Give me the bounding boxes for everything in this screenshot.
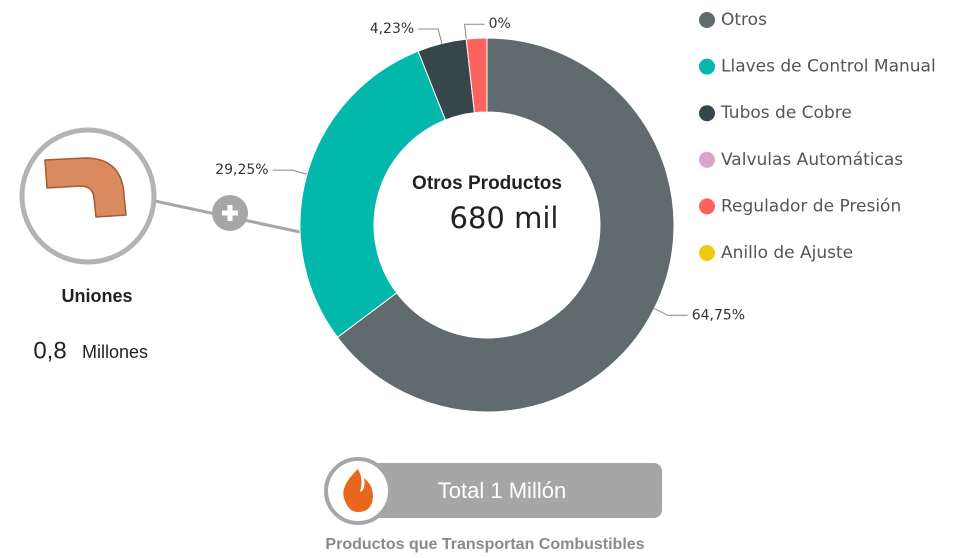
product-icon-frame bbox=[22, 130, 154, 262]
legend-marker bbox=[699, 59, 715, 75]
legend-label: Otros bbox=[721, 10, 767, 30]
legend-label: Valvulas Automáticas bbox=[721, 150, 903, 170]
data-label: 64,75% bbox=[692, 307, 745, 323]
leader-line bbox=[654, 309, 687, 316]
legend-label: Regulador de Presión bbox=[721, 196, 901, 216]
data-label: 0% bbox=[489, 16, 511, 32]
legend-marker bbox=[699, 105, 715, 121]
leader-line bbox=[465, 24, 485, 39]
legend-marker bbox=[699, 12, 715, 28]
chart: Uniones 0,8 Millones 64,75% 29,25% 4,23% 0%… bbox=[0, 0, 970, 558]
total-label: Total 1 Millón bbox=[438, 478, 566, 503]
side-value: 0,8 bbox=[33, 337, 66, 364]
page: Uniones 0,8 Millones 64,75% 29,25% 4,23% 0%… bbox=[0, 0, 970, 558]
legend-label: Tubos de Cobre bbox=[720, 103, 852, 123]
caption: Productos que Transportan Combustibles bbox=[325, 536, 644, 553]
leader-line bbox=[273, 170, 307, 174]
slice bbox=[300, 51, 445, 337]
footer: Total 1 Millón Productos que Transportan… bbox=[325, 459, 662, 553]
side-title: Uniones bbox=[61, 286, 132, 306]
center-title: Otros Productos bbox=[412, 173, 562, 194]
data-label: 4,23% bbox=[370, 21, 414, 37]
legend-label: Anillo de Ajuste bbox=[721, 243, 853, 263]
leader-line bbox=[418, 29, 442, 44]
legend-marker bbox=[699, 152, 715, 168]
legend-marker bbox=[699, 245, 715, 261]
legend-marker bbox=[699, 198, 715, 214]
legend-label: Llaves de Control Manual bbox=[721, 57, 936, 77]
side-unit: Millones bbox=[82, 342, 148, 362]
data-label: 29,25% bbox=[215, 162, 268, 178]
center-value: 680 mil bbox=[450, 201, 559, 235]
